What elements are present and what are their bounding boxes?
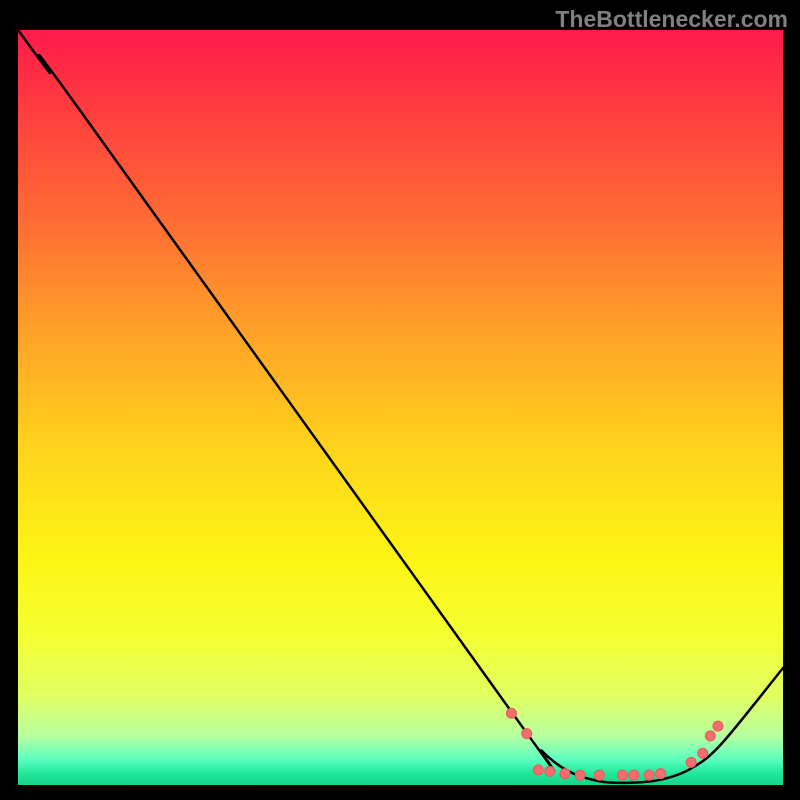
curve-marker — [705, 731, 715, 741]
curve-marker — [644, 770, 654, 780]
chart-container: TheBottlenecker.com — [0, 0, 800, 800]
curve-marker — [560, 769, 570, 779]
curve-marker — [594, 770, 604, 780]
curve-marker — [545, 766, 555, 776]
curve-marker — [533, 765, 543, 775]
curve-marker — [686, 757, 696, 767]
curve-marker — [698, 748, 708, 758]
curve-marker — [575, 770, 585, 780]
curve-marker — [629, 770, 639, 780]
curve-marker — [713, 721, 723, 731]
curve-marker — [522, 729, 532, 739]
chart-svg — [0, 0, 800, 800]
watermark-text: TheBottlenecker.com — [555, 6, 788, 33]
curve-marker — [656, 769, 666, 779]
plot-background — [18, 30, 783, 785]
curve-marker — [506, 708, 516, 718]
curve-marker — [617, 770, 627, 780]
